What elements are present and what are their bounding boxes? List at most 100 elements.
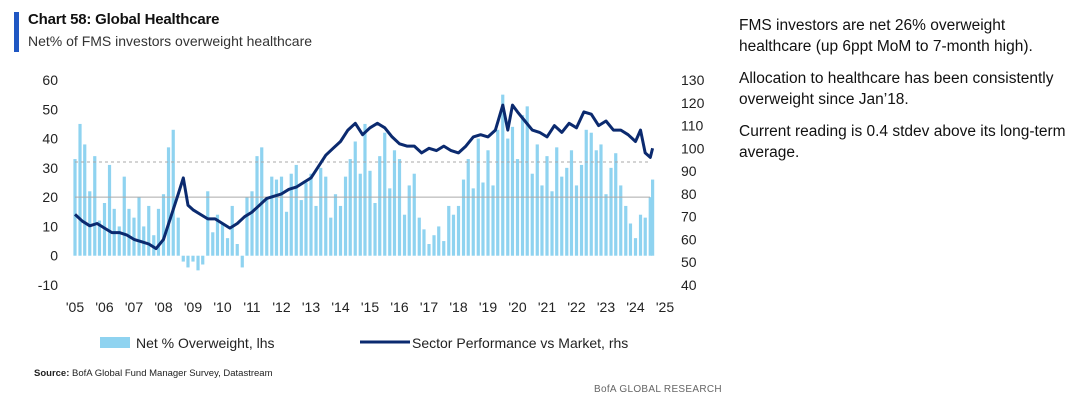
bar [594, 150, 598, 256]
source-note: Source: BofA Global Fund Manager Survey,… [34, 368, 273, 379]
x-axis-tick-label: '13 [302, 299, 320, 315]
x-axis-tick-label: '22 [567, 299, 585, 315]
commentary-panel: FMS investors are net 26% overweight hea… [739, 15, 1069, 174]
chart-legend: Net % Overweight, lhs Sector Performance… [100, 335, 628, 351]
bar [363, 123, 367, 256]
bar [442, 241, 446, 256]
left-axis-tick-label: 30 [42, 160, 58, 176]
bar [319, 167, 323, 256]
bar [201, 255, 205, 265]
legend-bar-swatch [100, 337, 130, 348]
x-axis-tick-label: '24 [626, 299, 644, 315]
bar [289, 173, 293, 256]
legend-bar-label: Net % Overweight, lhs [136, 335, 275, 351]
bar [235, 244, 239, 256]
x-axis-tick-label: '21 [538, 299, 556, 315]
right-axis-tick-label: 80 [681, 186, 697, 202]
bar [437, 226, 441, 256]
bar [555, 147, 559, 256]
bar [432, 235, 436, 256]
bar [461, 179, 466, 256]
left-axis-tick-label: 50 [42, 101, 58, 117]
bar [191, 255, 195, 262]
x-axis-tick-label: '18 [449, 299, 467, 315]
bar [186, 255, 190, 268]
x-axis-tick-label: '10 [213, 299, 231, 315]
reference-lines [75, 161, 650, 198]
bar [604, 194, 608, 256]
bar [122, 176, 126, 256]
bar [638, 214, 643, 256]
bar [648, 197, 652, 256]
sector-performance-line [73, 103, 655, 251]
bar [156, 208, 161, 256]
bar [206, 191, 210, 256]
bar [171, 129, 175, 256]
x-axis-tick-label: '16 [390, 299, 408, 315]
bar [333, 194, 338, 256]
bar [651, 179, 655, 256]
bar [299, 200, 303, 256]
bar [619, 185, 623, 256]
bar [196, 255, 200, 271]
bar [525, 106, 529, 256]
bar [117, 226, 121, 256]
x-axis-tick-label: '14 [331, 299, 349, 315]
bar [181, 255, 185, 262]
bar [402, 214, 407, 256]
bar [407, 185, 411, 256]
bar [329, 217, 333, 256]
bar [211, 232, 215, 256]
right-axis-tick-label: 110 [681, 118, 704, 134]
right-axis-tick-label: 120 [681, 95, 705, 111]
bar [161, 194, 166, 256]
bar [388, 188, 392, 256]
bar [628, 223, 633, 256]
bar [73, 159, 77, 256]
chart-title: Chart 58: Global Healthcare [28, 11, 220, 28]
x-axis-tick-label: '09 [184, 299, 202, 315]
bar [569, 150, 574, 256]
bar [309, 173, 313, 256]
source-text: BofA Global Fund Manager Survey, Datastr… [69, 368, 273, 379]
x-axis-tick-label: '12 [272, 299, 290, 315]
bar [540, 185, 544, 256]
bar [324, 176, 328, 256]
x-axis-tick-label: '23 [597, 299, 615, 315]
bar [451, 214, 456, 256]
bar [176, 217, 180, 256]
brand-footer: BofA GLOBAL RESEARCH [594, 384, 722, 395]
bar [88, 191, 92, 256]
right-axis-tick-label: 130 [681, 72, 705, 88]
bar [147, 205, 151, 256]
bar [501, 94, 505, 256]
bar [589, 132, 593, 256]
commentary-paragraph: FMS investors are net 26% overweight hea… [739, 17, 1033, 55]
bar [397, 159, 402, 256]
bar [530, 173, 534, 256]
bar [284, 211, 289, 256]
bar [456, 205, 461, 256]
bar [643, 217, 647, 256]
bar-series [73, 94, 655, 271]
bar [78, 123, 82, 256]
bar [633, 238, 638, 256]
x-axis-tick-label: '08 [154, 299, 172, 315]
bar [225, 238, 230, 256]
x-axis-tick-label: '11 [243, 299, 260, 315]
bar [422, 229, 426, 256]
bar [496, 129, 500, 256]
x-axis-tick-label: '25 [656, 299, 674, 315]
right-axis-tick-label: 70 [681, 209, 697, 225]
bar [614, 153, 618, 256]
bar [412, 173, 416, 256]
bar [265, 197, 269, 256]
chart-subtitle: Net% of FMS investors overweight healthc… [28, 33, 313, 49]
x-axis-tick-label: '17 [420, 299, 438, 315]
bar [279, 176, 284, 256]
bar [127, 208, 131, 256]
bar [97, 220, 102, 256]
bar [491, 185, 495, 256]
left-axis-tick-label: 60 [42, 72, 58, 88]
bar [93, 156, 97, 256]
